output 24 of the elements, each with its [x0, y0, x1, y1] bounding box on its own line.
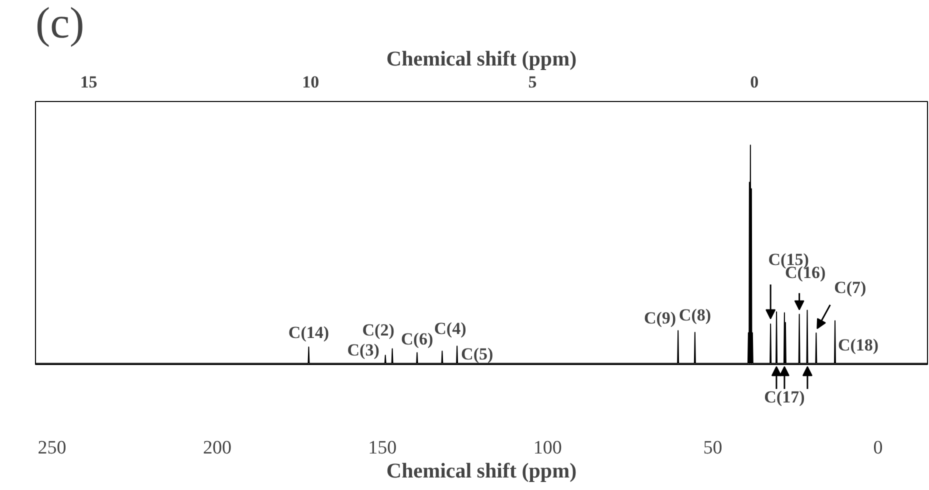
- x-tick-label: 50: [703, 438, 722, 458]
- annotation: C(18): [838, 335, 879, 354]
- annotation: C(3): [347, 340, 380, 360]
- x2-tick-label: 15: [80, 72, 98, 92]
- annotation: C(17): [764, 388, 805, 406]
- x2-axis-title: Chemical shift (ppm): [386, 46, 577, 70]
- annotation: C(2): [362, 320, 394, 340]
- x2-tick-label: 10: [302, 72, 320, 92]
- x-tick-label: 200: [202, 438, 232, 458]
- annotation: C(6): [401, 330, 434, 349]
- x2-tick-label: 5: [528, 72, 537, 92]
- x-tick-label: 100: [533, 438, 562, 458]
- x-axis-title: Chemical shift (ppm): [386, 458, 577, 482]
- x-tick-label: 250: [38, 438, 66, 458]
- annotation: C(4): [434, 319, 466, 338]
- annotation: C(5): [461, 344, 494, 364]
- x2-tick-label: 0: [750, 72, 759, 92]
- annotation: C(14): [288, 322, 330, 342]
- x-tick-label: 0: [873, 438, 883, 458]
- annotation: C(7): [834, 278, 866, 297]
- x-tick-label: 150: [368, 438, 397, 458]
- annotation: C(8): [678, 305, 712, 324]
- chart-title: (c): [36, 0, 84, 48]
- annotation: C(9): [644, 308, 676, 328]
